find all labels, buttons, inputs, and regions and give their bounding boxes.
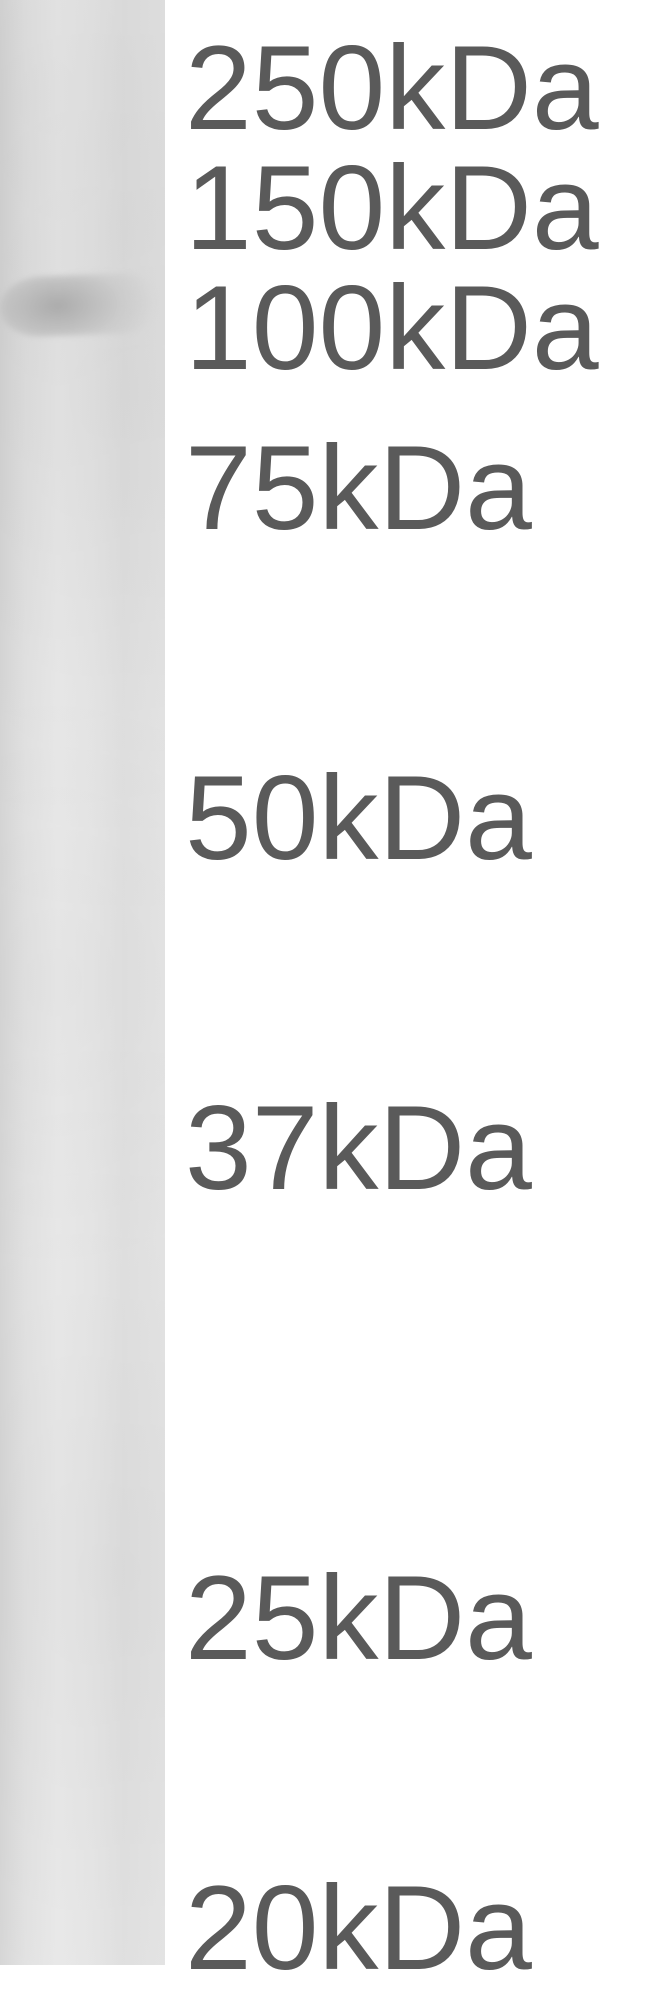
blot-lane — [0, 0, 165, 1965]
blot-band — [0, 272, 165, 338]
western-blot-container: 250kDa150kDa100kDa75kDa50kDa37kDa25kDa20… — [0, 0, 650, 1965]
marker-label: 150kDa — [185, 148, 599, 268]
marker-label: 250kDa — [185, 28, 599, 148]
marker-label: 100kDa — [185, 268, 599, 388]
marker-label: 20kDa — [185, 1868, 532, 1988]
marker-label: 25kDa — [185, 1558, 532, 1678]
marker-label: 50kDa — [185, 758, 532, 878]
marker-labels-area: 250kDa150kDa100kDa75kDa50kDa37kDa25kDa20… — [165, 0, 650, 1965]
marker-label: 37kDa — [185, 1088, 532, 1208]
marker-label: 75kDa — [185, 428, 532, 548]
